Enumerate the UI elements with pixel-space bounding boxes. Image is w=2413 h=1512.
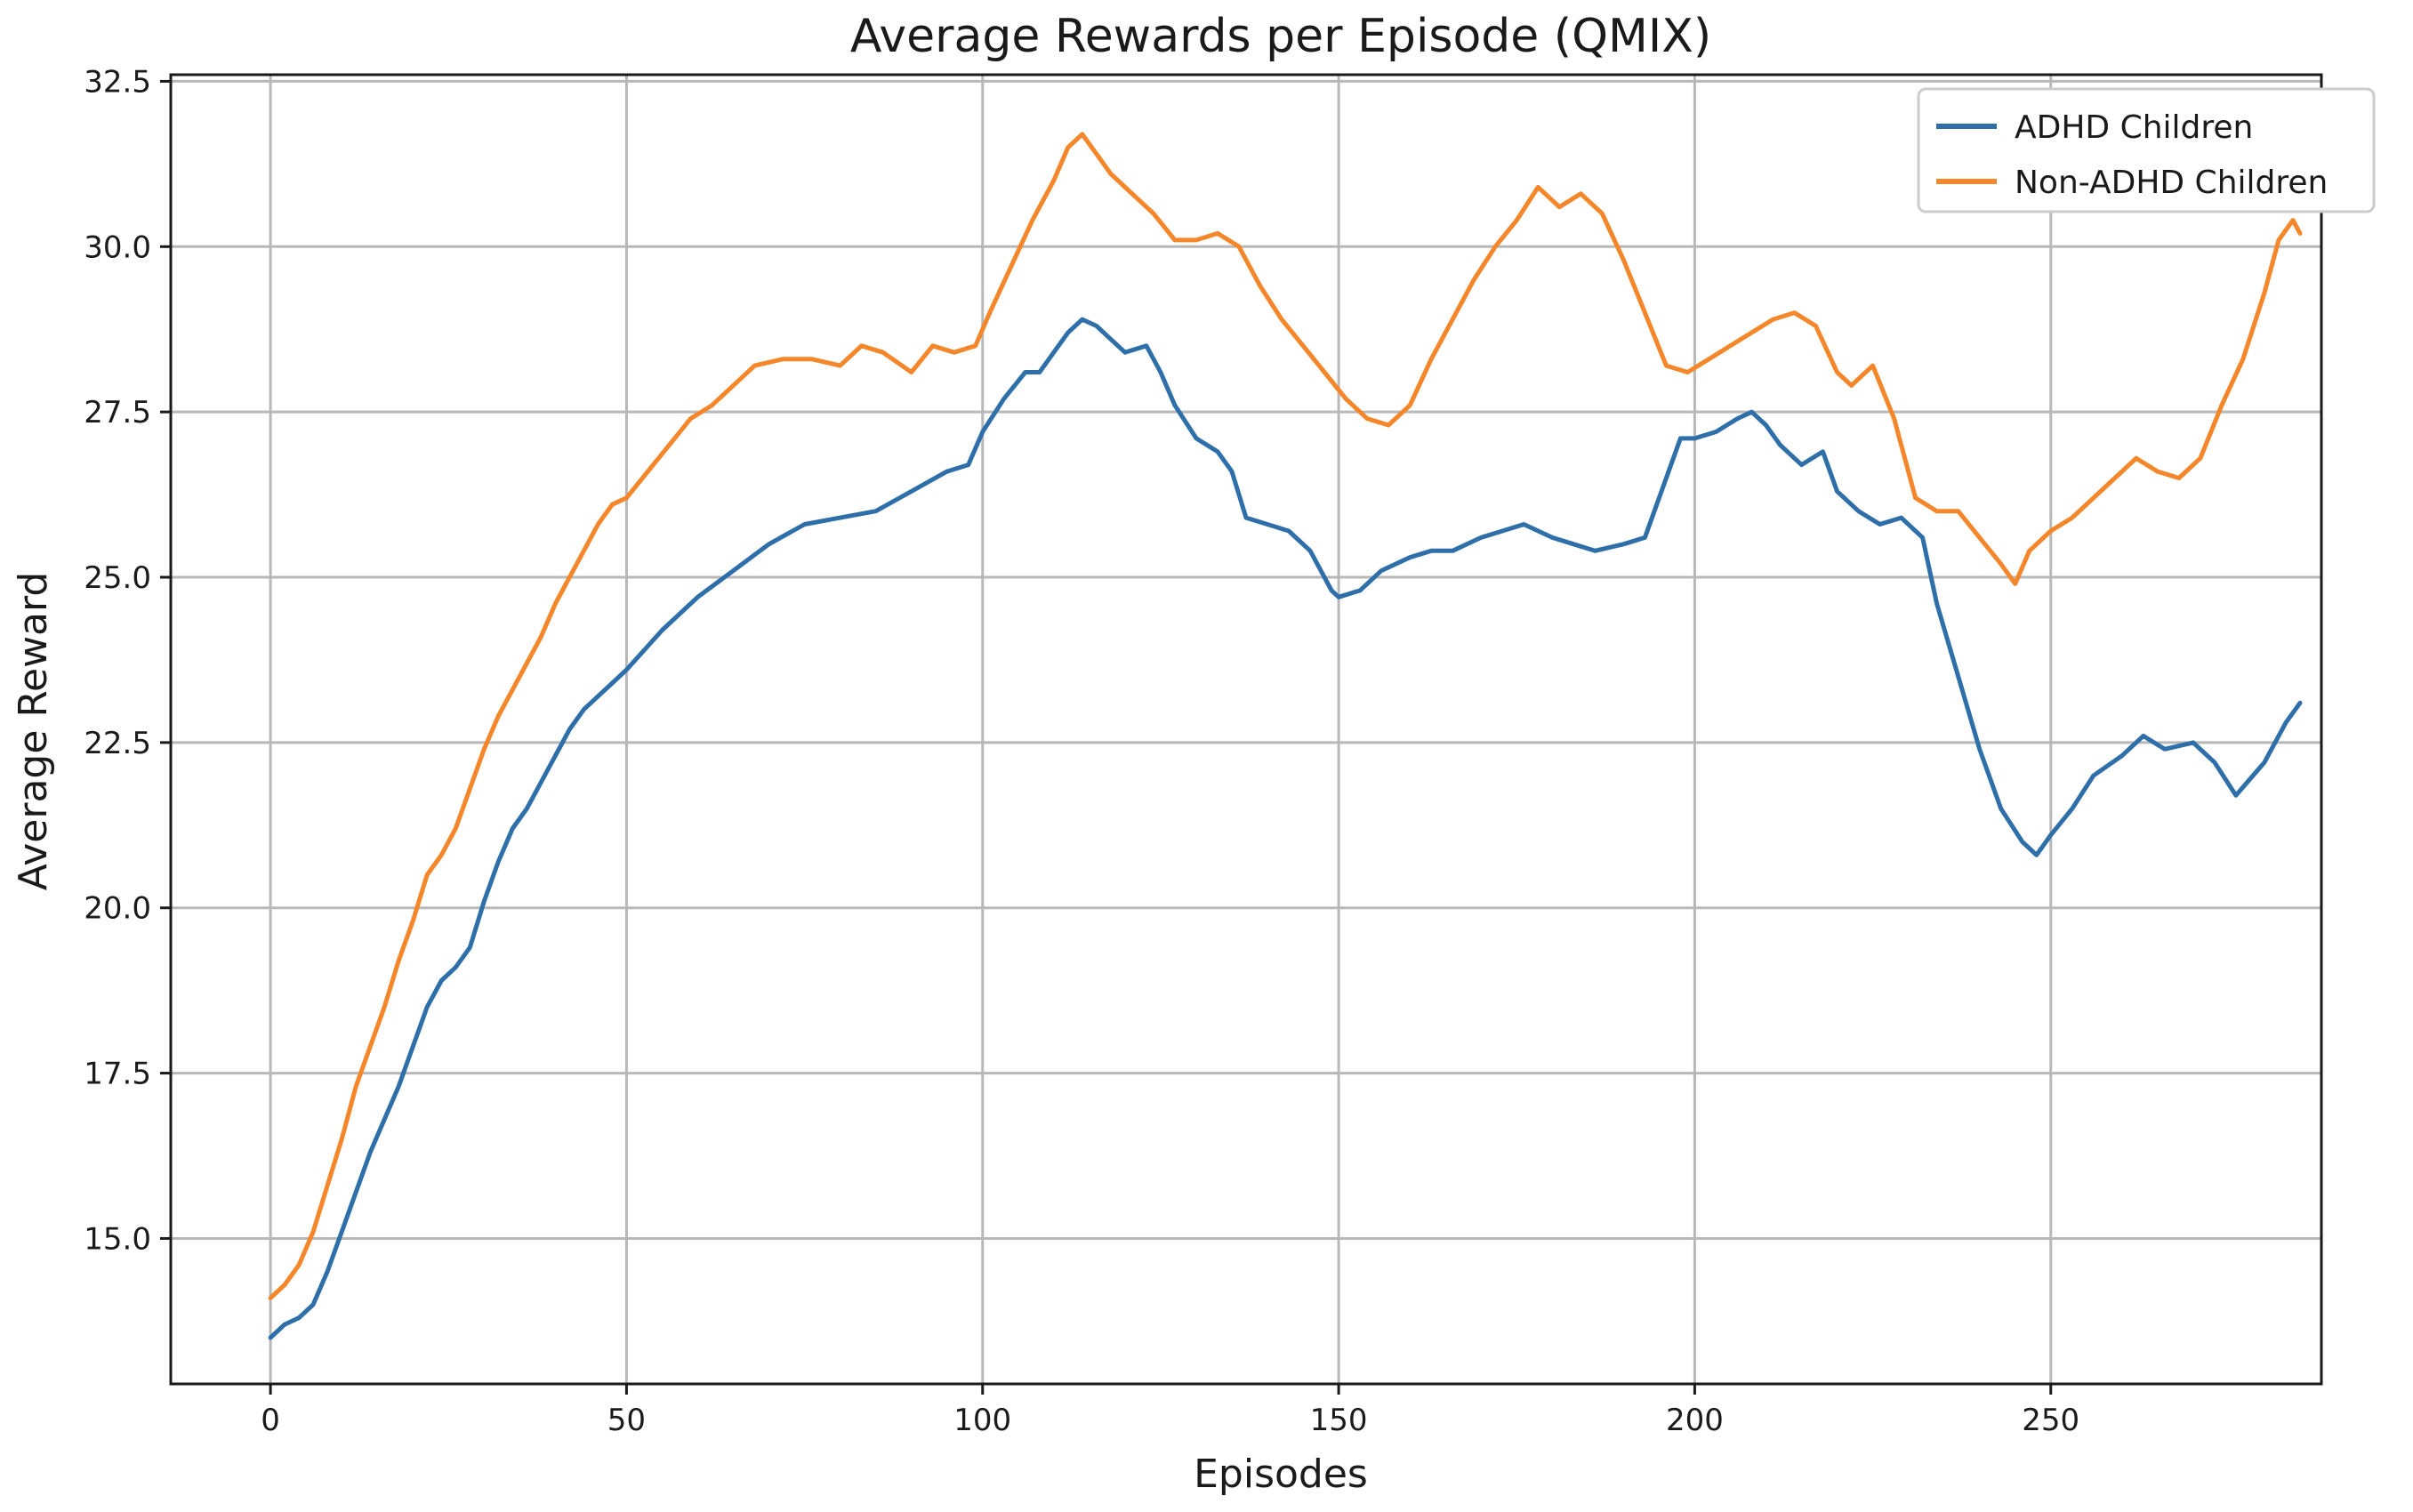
y-tick-label: 32.5 [84,64,151,100]
y-tick-label: 30.0 [84,229,151,265]
legend-label-non-adhd: Non-ADHD Children [2015,165,2328,201]
y-tick-label: 17.5 [84,1057,151,1092]
y-axis-ticks: 15.0 17.5 20.0 22.5 25.0 27.5 30.0 32.5 [84,64,171,1257]
y-tick-label: 22.5 [84,726,151,761]
legend: ADHD Children Non-ADHD Children [1917,87,2376,213]
series-line-adhd-children [268,317,2303,1340]
plot-area-frame [169,73,2323,1386]
x-tick-label: 250 [2022,1403,2079,1438]
chart-title: Average Rewards per Episode (QMIX) [850,10,1711,63]
x-tick-label: 50 [607,1403,646,1438]
x-tick-label: 150 [1310,1403,1368,1438]
x-tick-label: 100 [953,1403,1011,1438]
legend-label-adhd: ADHD Children [2015,109,2253,146]
legend-box [1917,87,2376,213]
x-axis-ticks: 0 50 100 150 200 250 [261,1384,2079,1438]
series-lines [268,132,2303,1340]
y-tick-label: 25.0 [84,560,151,596]
y-axis-label: Average Reward [11,572,56,891]
x-axis-label: Episodes [1194,1452,1368,1497]
gridlines [171,75,2321,1384]
x-tick-label: 0 [261,1403,280,1438]
series-line-non-adhd-children [268,132,2303,1300]
y-tick-label: 20.0 [84,891,151,927]
x-tick-label: 200 [1666,1403,1724,1438]
y-tick-label: 27.5 [84,395,151,430]
y-tick-label: 15.0 [84,1221,151,1257]
